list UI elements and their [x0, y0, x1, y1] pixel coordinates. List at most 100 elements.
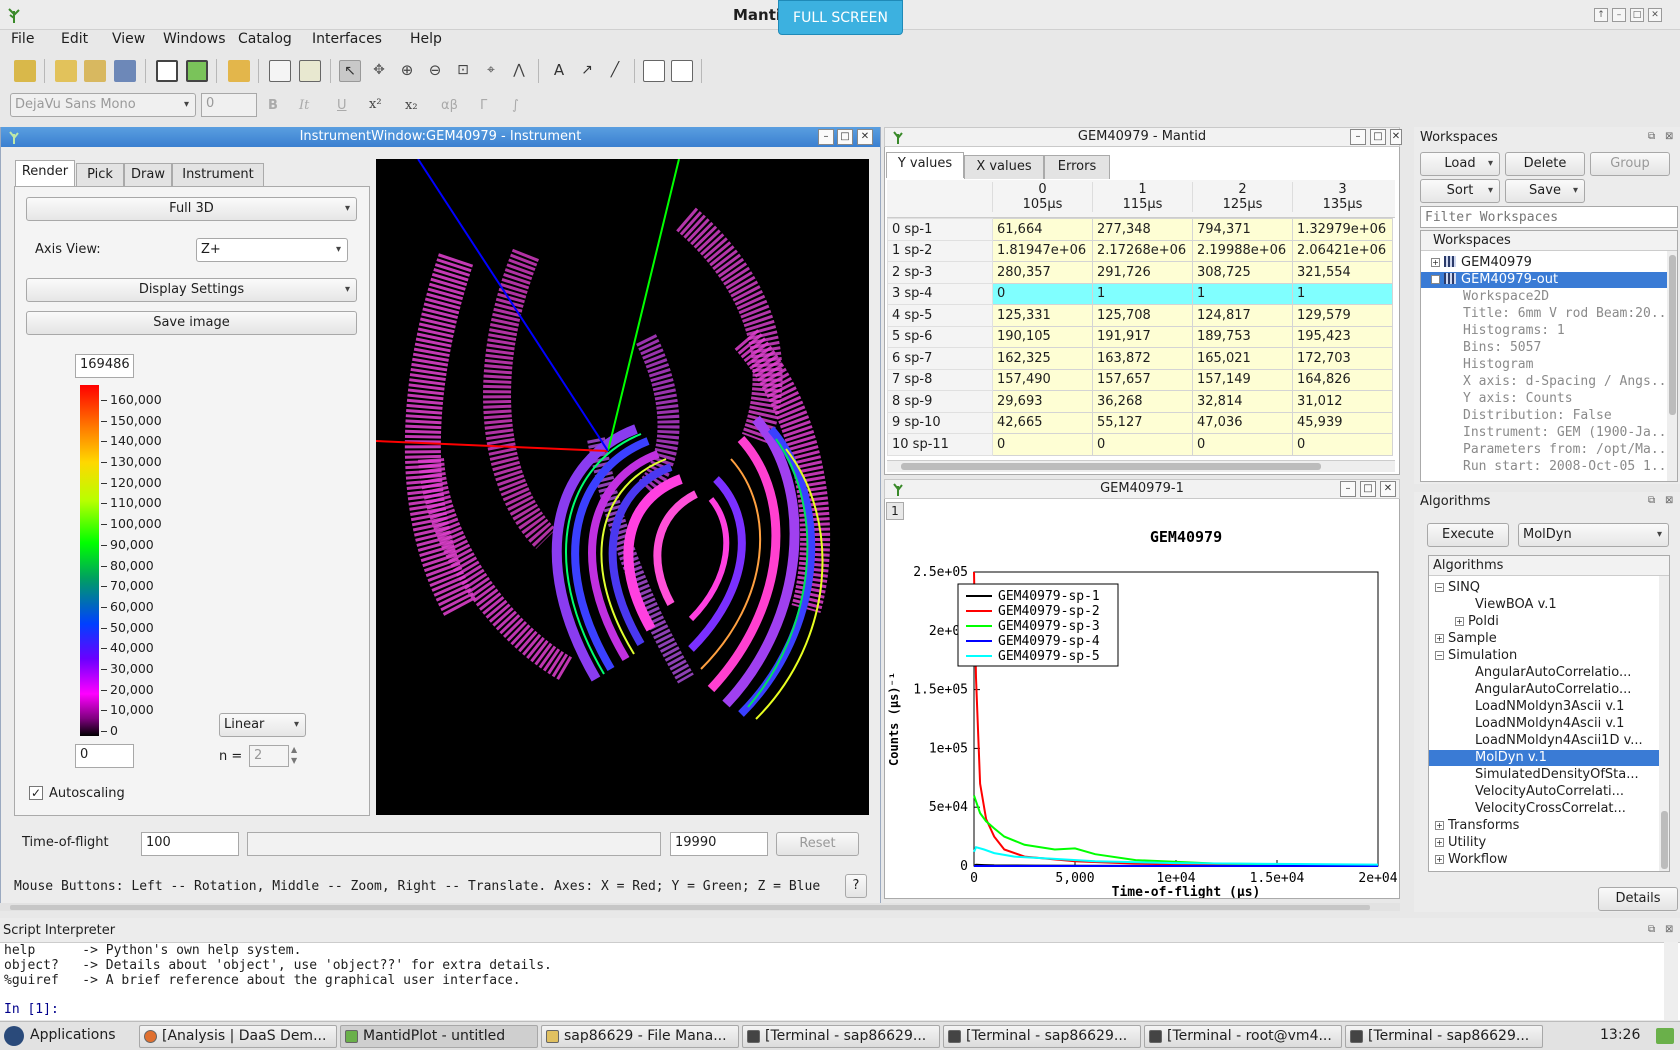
dock-close-icon[interactable]: ⊠ — [1665, 495, 1674, 506]
table-cell[interactable]: 191,917 — [1092, 325, 1193, 348]
table-cell[interactable]: 1 — [1092, 282, 1193, 305]
table-cell[interactable]: 172,703 — [1292, 347, 1393, 370]
table-row[interactable]: 9 sp-10 42,665 55,127 47,036 45,939 — [887, 411, 1393, 434]
algorithm-item[interactable]: + Utility — [1429, 835, 1659, 851]
paste-icon[interactable] — [299, 60, 321, 82]
zoom-in-icon[interactable]: ⊕ — [400, 61, 414, 79]
task-terminal-2[interactable]: [Terminal - sap86629... — [943, 1025, 1141, 1048]
task-analysis-browser[interactable]: [Analysis | DaaS Dem... — [139, 1025, 337, 1048]
table-cell[interactable]: 308,725 — [1192, 261, 1293, 284]
table-cell[interactable]: 321,554 — [1292, 261, 1393, 284]
table-cell[interactable]: 125,708 — [1092, 304, 1193, 327]
table-cell[interactable]: 55,127 — [1092, 411, 1193, 434]
open-project-icon[interactable] — [14, 60, 36, 82]
menu-file[interactable]: File — [11, 31, 35, 47]
instrument-close-icon[interactable]: ✕ — [857, 129, 873, 145]
display-settings-button[interactable]: Display Settings ▾ — [26, 278, 357, 302]
table-cell[interactable]: 0 — [992, 433, 1093, 456]
tab-errors[interactable]: Errors — [1044, 155, 1110, 179]
minimize-window-icon[interactable]: – — [1612, 8, 1626, 22]
table-cell[interactable]: 0 — [992, 282, 1093, 305]
matrix-column-header-cell[interactable]: 2 125µs — [1192, 182, 1292, 212]
workspace-tree-scrollbar[interactable] — [1667, 251, 1677, 481]
integral-button[interactable]: ∫ — [512, 98, 519, 113]
table-cell[interactable]: 1 — [1192, 282, 1293, 305]
table-cell[interactable]: 61,664 — [992, 218, 1093, 241]
plot-close-icon[interactable]: ✕ — [1380, 481, 1396, 497]
table-cell[interactable]: 164,826 — [1292, 368, 1393, 391]
table-cell[interactable]: 157,490 — [992, 368, 1093, 391]
table-cell[interactable]: 1.32979e+06 — [1292, 218, 1393, 241]
table-cell[interactable]: 2.06421e+06 — [1292, 239, 1393, 262]
algorithm-item[interactable]: ViewBOA v.1 — [1429, 597, 1659, 613]
n-spinner-arrows-icon[interactable]: ▲ ▼ — [291, 745, 298, 765]
table-row[interactable]: 5 sp-6 190,105 191,917 189,753 195,423 — [887, 325, 1393, 348]
n-spinner[interactable]: 2 — [249, 745, 289, 767]
matrix-column-header-cell[interactable]: 3 135µs — [1292, 182, 1392, 212]
script-scrollbar[interactable] — [1664, 942, 1678, 1020]
data-reader-icon[interactable]: ⌖ — [487, 62, 495, 78]
load-data-icon[interactable] — [228, 60, 250, 82]
row-header[interactable]: 6 sp-7 — [887, 347, 993, 370]
scale-type-select[interactable]: Linear ▾ — [219, 713, 306, 737]
tab-render[interactable]: Render — [15, 160, 75, 186]
color-max-input[interactable]: 169486 — [75, 354, 134, 378]
new-matrix-icon[interactable] — [186, 60, 208, 82]
table-cell[interactable]: 277,348 — [1092, 218, 1193, 241]
mdi-hscrollbar[interactable] — [0, 903, 1400, 911]
tab-pick[interactable]: Pick — [76, 163, 124, 187]
font-family-select[interactable]: DejaVu Sans Mono ▾ — [10, 93, 196, 117]
open-template-icon[interactable] — [84, 60, 106, 82]
table-cell[interactable]: 165,021 — [1192, 347, 1293, 370]
copy-icon[interactable] — [269, 60, 291, 82]
save-project-icon[interactable] — [114, 60, 136, 82]
maximize-window-icon[interactable]: □ — [1630, 8, 1644, 22]
plot-maximize-icon[interactable]: □ — [1360, 481, 1376, 497]
matrix-hscroll-thumb[interactable] — [901, 463, 1321, 470]
save-workspace-button[interactable]: Save ▾ — [1505, 179, 1585, 203]
dock-float-icon[interactable]: ⧉ — [1648, 924, 1656, 935]
save-image-button[interactable]: Save image — [26, 311, 357, 335]
bold-button[interactable]: B — [268, 98, 278, 113]
font-size-spinner[interactable]: 0 — [201, 93, 257, 117]
table-cell[interactable]: 125,331 — [992, 304, 1093, 327]
load-workspace-button[interactable]: Load ▾ — [1420, 152, 1500, 176]
table-cell[interactable]: 189,753 — [1192, 325, 1293, 348]
render-mode-select[interactable]: Full 3D ▾ — [26, 197, 357, 221]
table-row[interactable]: 3 sp-4 0 1 1 1 — [887, 282, 1393, 305]
instrument-minimize-icon[interactable]: – — [818, 129, 834, 145]
table-cell[interactable]: 129,579 — [1292, 304, 1393, 327]
table-cell[interactable]: 157,149 — [1192, 368, 1293, 391]
sort-workspace-button[interactable]: Sort ▾ — [1420, 179, 1500, 203]
tab-instrument[interactable]: Instrument — [172, 163, 264, 187]
table-cell[interactable]: 1 — [1292, 282, 1393, 305]
dock-float-icon[interactable]: ⧉ — [1648, 131, 1656, 142]
algorithm-item[interactable]: LoadNMoldyn4Ascii v.1 — [1429, 716, 1659, 732]
plot-minimize-icon[interactable]: – — [1340, 481, 1356, 497]
algorithm-item[interactable]: LoadNMoldyn4Ascii1D v... — [1429, 733, 1659, 749]
italic-button[interactable]: It — [299, 98, 310, 113]
gamma-button[interactable]: Γ — [480, 98, 488, 113]
row-header[interactable]: 4 sp-5 — [887, 304, 993, 327]
group-workspace-button[interactable]: Group — [1590, 152, 1670, 176]
task-file-manager[interactable]: sap86629 - File Mana... — [541, 1025, 739, 1048]
row-header[interactable]: 5 sp-6 — [887, 325, 993, 348]
table-cell[interactable]: 794,371 — [1192, 218, 1293, 241]
menu-help[interactable]: Help — [410, 31, 442, 47]
matrix-hscrollbar[interactable] — [887, 460, 1395, 472]
expand-icon[interactable]: + — [1435, 634, 1444, 643]
algorithm-item[interactable]: AngularAutoCorrelatio... — [1429, 682, 1659, 698]
menu-windows[interactable]: Windows — [163, 31, 226, 47]
table-cell[interactable]: 124,817 — [1192, 304, 1293, 327]
workspace-item[interactable]: − GEM40979-out — [1421, 272, 1667, 288]
pan-icon[interactable]: ✥ — [373, 62, 385, 78]
table-cell[interactable]: 45,939 — [1292, 411, 1393, 434]
algorithm-item[interactable]: + Workflow — [1429, 852, 1659, 868]
new-table-icon[interactable] — [156, 60, 178, 82]
zoom-out-icon[interactable]: ⊖ — [428, 61, 442, 79]
help-button[interactable]: ? — [845, 874, 867, 898]
menu-edit[interactable]: Edit — [61, 31, 89, 47]
table-cell[interactable]: 42,665 — [992, 411, 1093, 434]
algorithm-tree-scrollbar[interactable] — [1659, 576, 1669, 871]
help-window-icon[interactable]: ↑ — [1594, 8, 1608, 22]
